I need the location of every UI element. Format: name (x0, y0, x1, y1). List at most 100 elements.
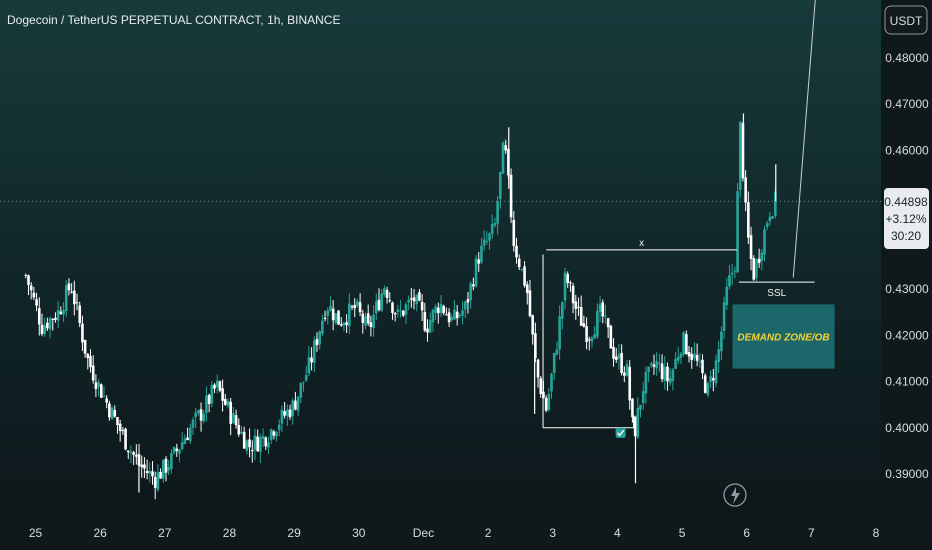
candle-body (137, 454, 141, 466)
candle-body (631, 398, 634, 418)
candle-body (730, 272, 734, 275)
candle-body (587, 339, 591, 341)
candle-body (555, 349, 559, 355)
candle-body (197, 410, 200, 414)
candle-body (113, 409, 117, 417)
demand-zone-label: DEMAND ZONE/OB (737, 332, 829, 343)
candle-body (194, 412, 197, 418)
candle-body (442, 305, 445, 314)
candle-body (722, 302, 726, 332)
x-tick-label: 25 (29, 526, 43, 540)
y-tick-label: 0.41000 (885, 375, 929, 389)
candle-body (455, 311, 459, 319)
candle-body (35, 299, 38, 306)
candle-body (374, 301, 378, 314)
candle-body (660, 363, 664, 380)
candle-body (428, 320, 432, 333)
candle-body (439, 303, 443, 314)
candle-body (175, 448, 179, 451)
x-tick-label: 4 (614, 526, 621, 540)
candles-layer (24, 113, 777, 500)
candle-body (512, 219, 516, 246)
candle-body (747, 202, 750, 238)
candle-body (625, 364, 629, 376)
candle-body (153, 477, 157, 488)
candle-body (148, 470, 152, 474)
candle-body (577, 306, 580, 308)
candle-body (676, 356, 680, 361)
x-tick-label: 6 (743, 526, 750, 540)
candle-body (269, 429, 273, 440)
candle-body (571, 285, 575, 304)
x-tick-label: 27 (158, 526, 172, 540)
candle-body (164, 458, 168, 473)
candle-body (275, 431, 278, 437)
candle-body (121, 430, 125, 432)
candle-body (267, 442, 270, 448)
candle-body (145, 470, 149, 474)
candle-body (749, 235, 753, 260)
candle-body (590, 337, 594, 342)
candle-body (647, 366, 650, 373)
candle-body (245, 440, 249, 451)
candle-body (218, 381, 222, 391)
x-tick-label: 3 (549, 526, 556, 540)
candle-body (450, 317, 454, 321)
candle-body (612, 346, 615, 359)
candle-body (490, 224, 494, 234)
candle-body (94, 382, 98, 390)
candle-body (202, 413, 206, 422)
candle-body (353, 304, 357, 309)
candle-body (388, 300, 392, 302)
candle-body (345, 322, 348, 326)
x-axis-band (0, 515, 932, 550)
candle-body (304, 375, 308, 381)
candle-body (609, 325, 613, 349)
candle-body (339, 324, 343, 326)
candle-body (105, 398, 108, 403)
candle-body (623, 372, 626, 376)
candle-body (299, 382, 303, 398)
candle-body (116, 417, 119, 425)
candle-body (323, 317, 327, 319)
candle-body (135, 454, 138, 457)
candle-body (755, 259, 758, 278)
y-tick-label: 0.47000 (885, 97, 929, 111)
candle-body (552, 353, 556, 374)
candle-body (534, 333, 537, 359)
candle-body (641, 391, 645, 404)
candle-body (447, 312, 451, 323)
y-tick-label: 0.39000 (885, 467, 929, 481)
candle-body (703, 375, 707, 393)
candle-body (461, 310, 464, 316)
ssl-label: SSL (767, 288, 786, 299)
candle-body (687, 352, 691, 357)
currency-badge[interactable]: USDT (884, 5, 928, 35)
candle-body (286, 409, 289, 416)
candle-body (46, 322, 49, 329)
candle-body (458, 315, 462, 317)
candle-body (509, 174, 513, 218)
candle-body (186, 437, 189, 440)
candle-body (132, 452, 135, 455)
candle-body (401, 310, 405, 316)
candle-body (129, 451, 133, 453)
candle-body (43, 325, 46, 334)
candle-body (504, 145, 508, 151)
candle-body (765, 223, 769, 227)
lightning-icon-bolt (731, 487, 740, 504)
lightning-icon[interactable] (723, 483, 747, 507)
y-axis-band (881, 0, 932, 515)
candle-body (477, 259, 481, 264)
candle-body (423, 312, 427, 331)
candle-body (620, 352, 623, 374)
candle-body (143, 464, 146, 469)
y-tick-label: 0.48000 (885, 51, 929, 65)
candle-body (140, 464, 144, 468)
candle-body (312, 340, 316, 363)
candle-body (752, 258, 756, 280)
candle-body (536, 359, 540, 378)
candle-body (517, 258, 521, 268)
candle-body (393, 312, 397, 315)
